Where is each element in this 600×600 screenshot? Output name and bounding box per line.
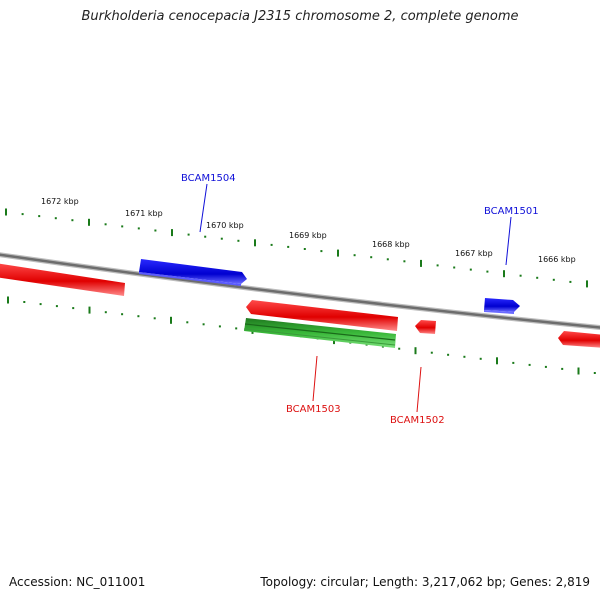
- ruler-minor-tick: [486, 271, 488, 273]
- ruler-minor-tick: [219, 325, 221, 327]
- ruler-minor-tick: [235, 327, 237, 329]
- gene-bcam1502[interactable]: [415, 320, 436, 334]
- ruler-minor-tick: [398, 348, 400, 350]
- ruler-minor-tick: [470, 269, 472, 271]
- ruler-minor-tick: [55, 217, 57, 219]
- ruler-major-tick: [171, 229, 173, 236]
- genome-summary-text: Topology: circular; Length: 3,217,062 bp…: [260, 575, 590, 589]
- ruler-major-tick: [170, 317, 172, 324]
- ruler-major-tick: [415, 347, 417, 354]
- ruler-label-1671: 1671 kbp: [125, 209, 163, 218]
- ruler-minor-tick: [237, 240, 239, 242]
- ruler-major-tick: [420, 260, 422, 267]
- ruler-minor-tick: [431, 352, 433, 354]
- ruler-minor-tick: [370, 256, 372, 258]
- ruler-minor-tick: [56, 305, 58, 307]
- gene-bcam1501[interactable]: [484, 298, 520, 314]
- ruler-minor-tick: [71, 219, 73, 221]
- ruler-major-tick: [7, 297, 9, 304]
- ruler-minor-tick: [287, 246, 289, 248]
- label-bcam1502[interactable]: BCAM1502: [390, 415, 445, 426]
- ruler-label-1667: 1667 kbp: [455, 249, 493, 258]
- ruler-minor-tick: [594, 372, 596, 374]
- ruler-minor-tick: [520, 275, 522, 277]
- ruler-minor-tick: [304, 248, 306, 250]
- ruler-minor-tick: [105, 223, 107, 225]
- ruler-label-1668: 1668 kbp: [372, 240, 410, 249]
- ruler-minor-tick: [480, 358, 482, 360]
- ruler-major-tick: [503, 270, 505, 277]
- callout-line-bcam1502: [417, 367, 421, 412]
- ruler-label-1669: 1669 kbp: [289, 231, 327, 240]
- ruler-minor-tick: [154, 317, 156, 319]
- ruler-minor-tick: [22, 213, 24, 215]
- ruler-minor-tick: [121, 313, 123, 315]
- ruler-minor-tick: [529, 364, 531, 366]
- ruler-minor-tick: [553, 279, 555, 281]
- ruler-minor-tick: [536, 277, 538, 279]
- ruler-label-1666: 1666 kbp: [538, 255, 576, 264]
- ruler-major-tick: [254, 239, 256, 246]
- ruler-minor-tick: [186, 321, 188, 323]
- ruler-major-tick: [578, 368, 580, 375]
- ruler-minor-tick: [569, 281, 571, 283]
- ruler-minor-tick: [188, 234, 190, 236]
- ruler-minor-tick: [545, 366, 547, 368]
- callout-line-bcam1501: [506, 217, 511, 265]
- ruler-minor-tick: [23, 301, 25, 303]
- label-bcam1501[interactable]: BCAM1501: [484, 206, 539, 217]
- ruler-minor-tick: [447, 354, 449, 356]
- ruler-minor-tick: [121, 225, 123, 227]
- ruler-minor-tick: [203, 323, 205, 325]
- ruler-minor-tick: [437, 264, 439, 266]
- ruler-major-tick: [88, 219, 90, 226]
- gene-right-red[interactable]: [558, 331, 600, 348]
- ruler-minor-tick: [463, 356, 465, 358]
- ruler-minor-tick: [453, 267, 455, 269]
- label-bcam1504[interactable]: BCAM1504: [181, 173, 236, 184]
- ruler-major-tick: [337, 250, 339, 257]
- ruler-minor-tick: [40, 303, 42, 305]
- ruler-minor-tick: [72, 307, 74, 309]
- label-bcam1503[interactable]: BCAM1503: [286, 404, 341, 415]
- ruler-minor-tick: [271, 244, 273, 246]
- ruler-minor-tick: [221, 238, 223, 240]
- ruler-minor-tick: [204, 236, 206, 238]
- ruler-minor-tick: [512, 362, 514, 364]
- ruler-minor-tick: [105, 311, 107, 313]
- ruler-minor-tick: [320, 250, 322, 252]
- callout-line-bcam1503: [313, 356, 317, 401]
- ruler-minor-tick: [137, 315, 139, 317]
- ruler-label-1672: 1672 kbp: [41, 197, 79, 206]
- ruler-minor-tick: [561, 368, 563, 370]
- ruler-major-tick: [89, 307, 91, 314]
- ruler-minor-tick: [138, 227, 140, 229]
- ruler-major-tick: [5, 209, 7, 216]
- ruler-minor-tick: [354, 254, 356, 256]
- accession-text: Accession: NC_011001: [9, 575, 145, 589]
- ruler-label-1670: 1670 kbp: [206, 221, 244, 230]
- ruler-major-tick: [586, 280, 588, 287]
- ruler-minor-tick: [38, 215, 40, 217]
- ruler-minor-tick: [154, 230, 156, 232]
- ruler-major-tick: [496, 357, 498, 364]
- ruler-minor-tick: [387, 258, 389, 260]
- ruler-minor-tick: [403, 260, 405, 262]
